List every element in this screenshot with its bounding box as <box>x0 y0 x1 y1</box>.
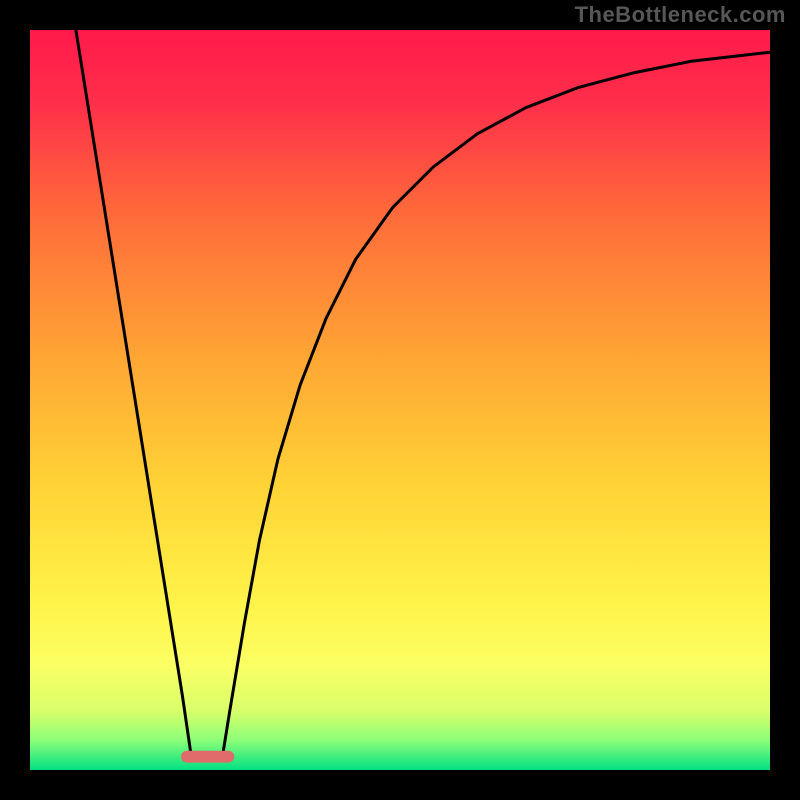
optimum-marker <box>181 751 234 763</box>
plot-area <box>30 30 770 770</box>
chart-frame: TheBottleneck.com <box>0 0 800 800</box>
gradient-background <box>30 30 770 770</box>
plot-svg <box>30 30 770 770</box>
watermark-text: TheBottleneck.com <box>575 2 786 28</box>
